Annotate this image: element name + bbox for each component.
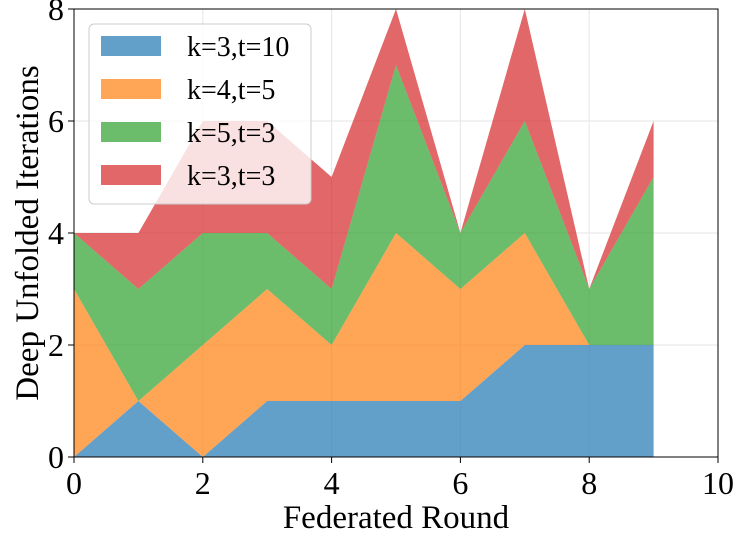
x-tick-label: 8	[581, 465, 597, 501]
x-tick-label: 0	[66, 465, 82, 501]
x-axis-title: Federated Round	[283, 500, 510, 536]
y-tick-label: 2	[48, 327, 64, 363]
legend-label: k=4,t=5	[187, 75, 275, 106]
area-series-2	[74, 233, 654, 457]
legend-label: k=3,t=10	[187, 32, 289, 63]
area-series-4	[74, 9, 654, 289]
legend-box	[88, 23, 312, 205]
x-tick-label: 10	[702, 465, 734, 501]
legend-swatch	[101, 165, 161, 185]
y-axis-title: Deep Unfolded Iterations	[10, 65, 46, 400]
y-tick-label: 8	[48, 0, 64, 27]
legend-swatch	[101, 79, 161, 99]
x-tick-label: 4	[324, 465, 340, 501]
x-tick-label: 6	[452, 465, 468, 501]
legend-swatch	[101, 122, 161, 142]
area-series-3	[74, 65, 654, 401]
legend-label: k=5,t=3	[187, 118, 275, 149]
y-tick-label: 0	[48, 439, 64, 475]
y-tick-label: 4	[48, 215, 64, 251]
legend: k=3,t=10 k=4,t=5 k=5,t=3 k=3,t=3	[88, 23, 312, 205]
legend-label: k=3,t=3	[187, 161, 275, 192]
x-tick-label: 2	[195, 465, 211, 501]
axis-ticks: 0 2 4 6 8 10 0 2 4 6 8	[48, 0, 734, 501]
y-tick-label: 6	[48, 103, 64, 139]
stacked-areas	[74, 9, 654, 457]
legend-swatch	[101, 36, 161, 56]
